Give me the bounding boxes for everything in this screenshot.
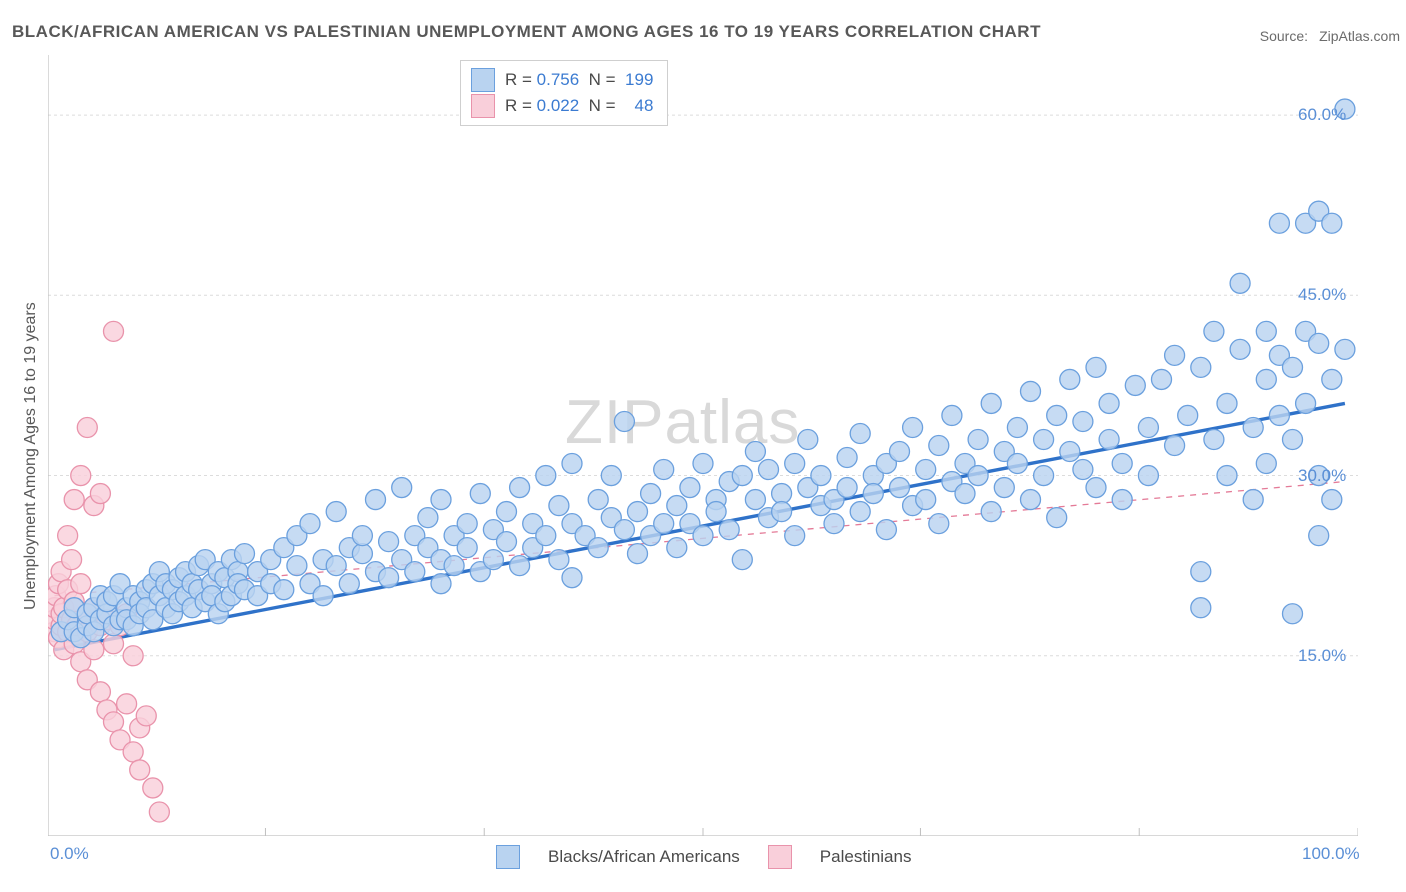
legend-series: Blacks/African Americans Palestinians bbox=[496, 845, 911, 869]
legend-stats: R = 0.756 N = 199 R = 0.022 N = 48 bbox=[460, 60, 668, 126]
y-axis-label: Unemployment Among Ages 16 to 19 years bbox=[22, 302, 40, 610]
swatch-blue bbox=[471, 68, 495, 92]
swatch-blue-bottom bbox=[496, 845, 520, 869]
source-link[interactable]: ZipAtlas.com bbox=[1319, 28, 1400, 44]
scatter-plot bbox=[48, 55, 1358, 836]
y-tick-label: 30.0% bbox=[1298, 466, 1346, 486]
legend-row-blue: R = 0.756 N = 199 bbox=[471, 67, 653, 93]
series-label-blue: Blacks/African Americans bbox=[548, 847, 740, 867]
series-label-pink: Palestinians bbox=[820, 847, 912, 867]
swatch-pink-bottom bbox=[768, 845, 792, 869]
y-tick-label: 45.0% bbox=[1298, 285, 1346, 305]
y-tick-label: 15.0% bbox=[1298, 646, 1346, 666]
source-label: Source: bbox=[1260, 28, 1308, 44]
x-tick-label: 0.0% bbox=[50, 844, 89, 864]
chart-title: BLACK/AFRICAN AMERICAN VS PALESTINIAN UN… bbox=[12, 22, 1041, 42]
y-tick-label: 60.0% bbox=[1298, 105, 1346, 125]
legend-row-pink: R = 0.022 N = 48 bbox=[471, 93, 653, 119]
swatch-pink bbox=[471, 94, 495, 118]
x-tick-label: 100.0% bbox=[1302, 844, 1360, 864]
